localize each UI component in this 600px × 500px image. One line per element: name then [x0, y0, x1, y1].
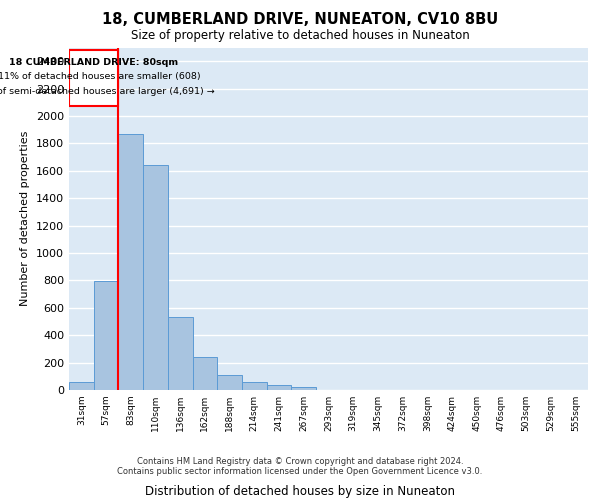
Text: ← 11% of detached houses are smaller (608): ← 11% of detached houses are smaller (60…	[0, 72, 200, 81]
Bar	[143, 164, 168, 390]
Bar	[94, 281, 118, 390]
Text: 89% of semi-detached houses are larger (4,691) →: 89% of semi-detached houses are larger (…	[0, 86, 215, 96]
Bar	[193, 357, 217, 390]
Bar	[168, 316, 193, 390]
Bar	[217, 375, 242, 390]
Text: Contains public sector information licensed under the Open Government Licence v3: Contains public sector information licen…	[118, 468, 482, 476]
Bar	[242, 382, 267, 390]
Text: Size of property relative to detached houses in Nuneaton: Size of property relative to detached ho…	[131, 29, 469, 42]
Text: Distribution of detached houses by size in Nuneaton: Distribution of detached houses by size …	[145, 485, 455, 498]
Bar	[69, 50, 118, 106]
Y-axis label: Number of detached properties: Number of detached properties	[20, 131, 31, 306]
Bar	[69, 382, 94, 390]
Text: 18, CUMBERLAND DRIVE, NUNEATON, CV10 8BU: 18, CUMBERLAND DRIVE, NUNEATON, CV10 8BU	[102, 12, 498, 28]
Text: 18 CUMBERLAND DRIVE: 80sqm: 18 CUMBERLAND DRIVE: 80sqm	[9, 58, 178, 68]
Bar	[118, 134, 143, 390]
Bar	[292, 388, 316, 390]
Text: Contains HM Land Registry data © Crown copyright and database right 2024.: Contains HM Land Registry data © Crown c…	[137, 458, 463, 466]
Bar	[267, 385, 292, 390]
